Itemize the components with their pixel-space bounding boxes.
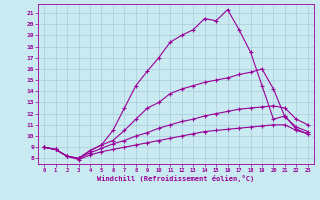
X-axis label: Windchill (Refroidissement éolien,°C): Windchill (Refroidissement éolien,°C): [97, 175, 255, 182]
